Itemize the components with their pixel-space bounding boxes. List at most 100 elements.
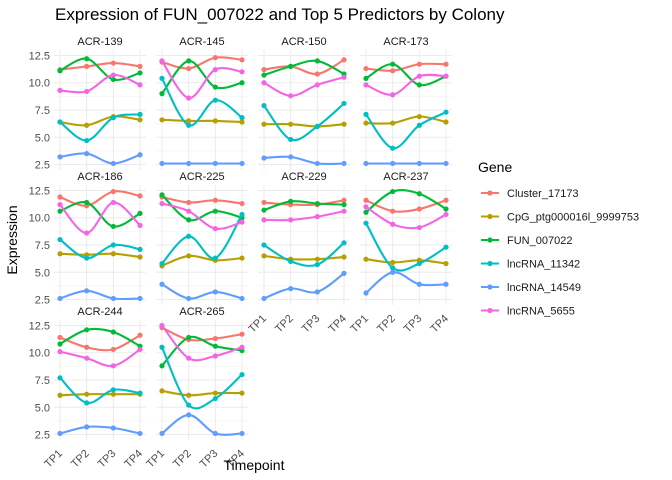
data-point: [239, 390, 245, 396]
data-point: [186, 402, 192, 408]
data-point: [261, 295, 267, 302]
legend-label: lncRNA_5655: [507, 306, 575, 318]
data-point: [239, 371, 245, 378]
data-point: [57, 194, 63, 200]
facet-acr-244: ACR-244 2.5 5.0 7.5 10.0 12.5 TP1 TP2 TP3 TP4: [29, 306, 146, 470]
data-point: [261, 253, 267, 259]
data-point: [159, 192, 165, 198]
series-line-lncrna_5655: [161, 202, 243, 230]
data-point: [84, 400, 90, 406]
data-point: [314, 256, 320, 262]
data-point: [314, 289, 320, 295]
facet-acr-225: ACR-225: [156, 171, 248, 305]
series-line-lncrna_14549: [161, 283, 243, 300]
series-line-lncrna_11342: [263, 241, 345, 267]
x-tick-label: TP2: [69, 448, 92, 471]
data-point: [288, 154, 294, 160]
y-axis-title: Expression: [4, 205, 20, 274]
x-tick-label: TP2: [273, 313, 296, 336]
data-point: [186, 233, 192, 239]
legend-label: FUN_007022: [507, 235, 572, 247]
data-point: [443, 109, 449, 115]
data-point: [212, 289, 218, 295]
series-line-fun_007022: [365, 63, 447, 87]
series-line-lncrna_11342: [161, 77, 243, 127]
data-point: [443, 244, 449, 250]
data-point: [212, 390, 218, 396]
data-point: [110, 60, 116, 66]
series-line-lncrna_11342: [161, 346, 243, 410]
series-line-fun_007022: [263, 59, 345, 77]
data-point: [288, 121, 294, 127]
data-point: [186, 253, 192, 259]
data-point: [239, 295, 245, 302]
data-point: [137, 246, 143, 252]
data-point: [239, 344, 245, 350]
series-line-lncrna_5655: [59, 74, 141, 94]
data-point: [261, 72, 267, 78]
data-point: [186, 65, 192, 72]
data-point: [186, 199, 192, 206]
data-point: [416, 61, 422, 67]
data-point: [212, 197, 218, 203]
x-tick-label: TP1: [42, 448, 65, 471]
data-point: [212, 97, 218, 103]
data-point: [363, 220, 369, 226]
data-point: [363, 204, 369, 210]
data-point: [261, 217, 267, 223]
data-point: [57, 295, 63, 302]
series-line-cpg_ptg000016l_9999753: [161, 389, 243, 397]
data-point: [186, 118, 192, 124]
x-tick-label: TP4: [122, 448, 145, 471]
data-point: [159, 322, 165, 329]
legend-key-point: [487, 190, 493, 196]
series-line-lncrna_14549: [59, 425, 141, 435]
facet-label: ACR-150: [281, 36, 326, 48]
series-line-lncrna_14549: [59, 152, 141, 165]
data-point: [110, 76, 116, 83]
data-point: [363, 160, 369, 167]
series-line-lncrna_5655: [161, 60, 243, 100]
series-line-cpg_ptg000016l_9999753: [59, 115, 141, 127]
data-point: [84, 355, 90, 361]
y-tick-label: 5.0: [35, 132, 50, 144]
series-line-lncrna_14549: [161, 413, 243, 436]
series-line-lncrna_11342: [59, 113, 141, 142]
x-tick-label: TP1: [144, 448, 167, 471]
facet-acr-186: ACR-186 2.5 5.0 7.5 10.0 12.5: [29, 171, 146, 307]
facet-label: ACR-225: [179, 171, 224, 183]
data-point: [443, 281, 449, 287]
x-tick-label: TP3: [96, 448, 119, 471]
data-point: [84, 327, 90, 333]
data-point: [239, 331, 245, 337]
data-point: [390, 61, 396, 67]
y-tick-label: 2.5: [35, 295, 50, 307]
data-point: [137, 63, 143, 69]
data-point: [314, 71, 320, 77]
data-point: [137, 430, 143, 437]
legend-title: Gene: [478, 159, 512, 175]
data-point: [390, 221, 396, 227]
data-point: [443, 160, 449, 167]
legend-label: lncRNA_11342: [507, 259, 580, 271]
data-point: [390, 269, 396, 275]
data-point: [84, 344, 90, 350]
data-point: [261, 207, 267, 213]
data-point: [186, 334, 192, 341]
series-line-lncrna_14549: [365, 271, 447, 294]
data-point: [443, 61, 449, 67]
data-point: [57, 236, 63, 243]
data-point: [110, 329, 116, 335]
data-point: [390, 160, 396, 167]
y-tick-label: 2.5: [35, 160, 50, 172]
data-point: [57, 341, 63, 347]
series-line-lncrna_5655: [365, 73, 447, 96]
data-point: [416, 224, 422, 231]
data-point: [443, 211, 449, 218]
data-point: [84, 288, 90, 294]
data-point: [261, 242, 267, 248]
data-point: [110, 72, 116, 78]
data-point: [390, 208, 396, 214]
legend-item-cluster_17173: Cluster_17173: [481, 188, 579, 200]
data-point: [84, 56, 90, 62]
